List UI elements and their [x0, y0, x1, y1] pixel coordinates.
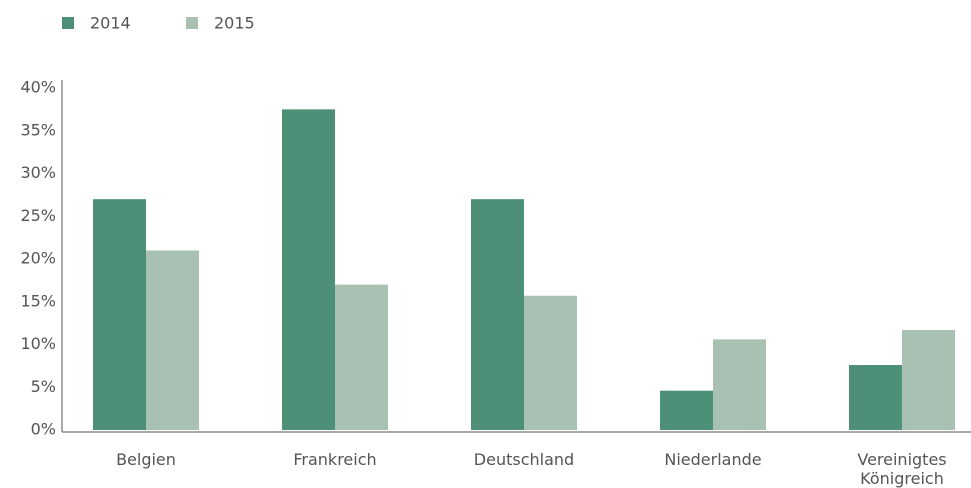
- y-tick-label: 30%: [20, 163, 56, 182]
- bar: [902, 329, 955, 430]
- bar: [524, 295, 577, 430]
- bar: [849, 365, 902, 430]
- bar: [93, 199, 146, 430]
- y-tick-label: 40%: [20, 78, 56, 97]
- y-tick-label: 0%: [31, 420, 56, 439]
- y-tick-label: 10%: [20, 334, 56, 353]
- legend-swatch: [62, 17, 74, 29]
- y-tick-label: 5%: [31, 377, 56, 396]
- bar: [282, 109, 335, 430]
- y-tick-label: 15%: [20, 291, 56, 310]
- bar: [146, 250, 199, 430]
- bar: [471, 199, 524, 430]
- x-tick-label: Niederlande: [664, 450, 762, 469]
- legend-label: 2015: [214, 14, 255, 33]
- x-tick-label: Deutschland: [473, 450, 575, 469]
- y-tick-label: 20%: [20, 249, 56, 268]
- x-tick-label: Vereinigtes Königreich: [857, 450, 947, 488]
- x-tick-label: Belgien: [116, 450, 176, 469]
- y-tick-label: 35%: [20, 120, 56, 139]
- bar: [335, 284, 388, 430]
- bar: [660, 390, 713, 430]
- bar: [713, 339, 766, 430]
- x-tick-label: Frankreich: [293, 450, 377, 469]
- legend-swatch: [186, 17, 198, 29]
- legend-label: 2014: [90, 14, 131, 33]
- y-tick-label: 25%: [20, 206, 56, 225]
